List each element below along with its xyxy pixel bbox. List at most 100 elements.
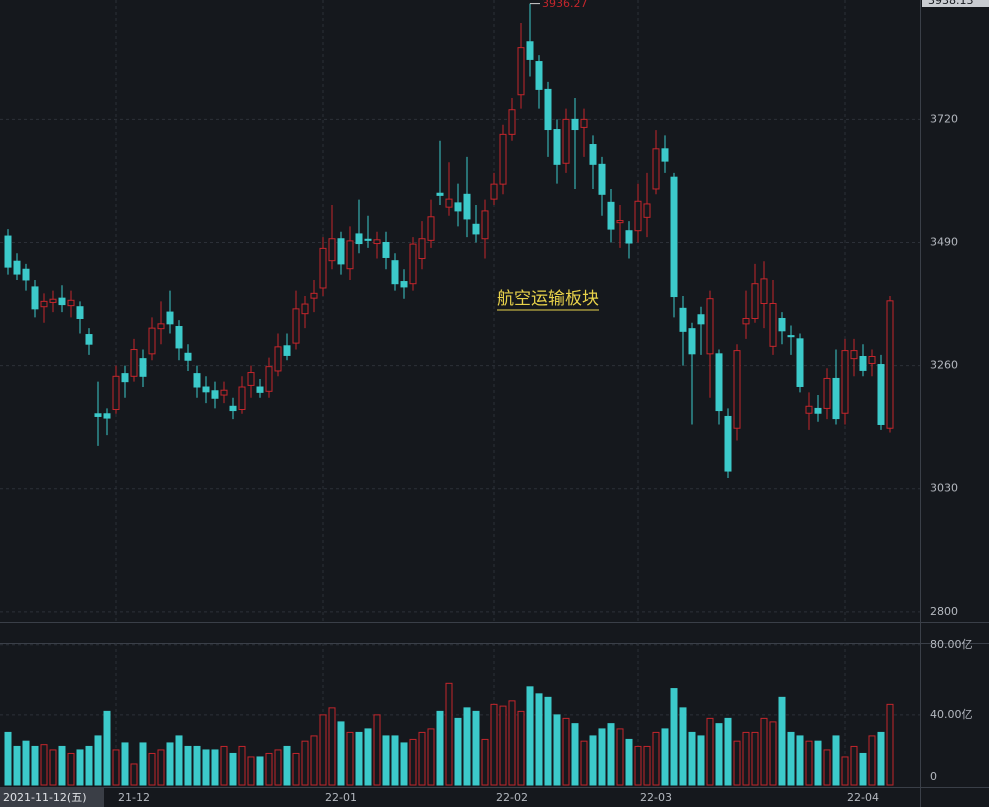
candle-body xyxy=(373,239,381,245)
candle-body xyxy=(571,118,579,131)
volume-bar xyxy=(841,756,849,786)
candle-body xyxy=(553,129,561,165)
candle-body xyxy=(337,238,345,265)
volume-bar xyxy=(607,723,615,786)
volume-bar xyxy=(436,710,444,786)
volume-bar xyxy=(193,745,201,786)
candle-body xyxy=(706,298,714,355)
candle-body xyxy=(517,47,525,96)
volume-bar xyxy=(652,731,660,786)
candle-body xyxy=(382,241,390,258)
candle-body xyxy=(283,345,291,356)
volume-bar xyxy=(166,742,174,786)
volume-bar xyxy=(499,705,507,786)
volume-bar xyxy=(724,717,732,786)
candle-body xyxy=(886,300,894,429)
y-tick-label: 3030 xyxy=(930,482,958,495)
volume-bar xyxy=(175,735,183,786)
candle-body xyxy=(454,202,462,212)
volume-bar xyxy=(13,745,21,786)
volume-bar xyxy=(544,696,552,786)
y-tick-label: 3260 xyxy=(930,359,958,372)
volume-bar xyxy=(292,752,300,786)
candle-body xyxy=(598,163,606,195)
candle-body xyxy=(625,230,633,244)
candle-body xyxy=(859,355,867,371)
volume-bar xyxy=(58,745,66,786)
x-tick-label: 22-03 xyxy=(640,791,672,804)
volume-bar xyxy=(706,717,714,786)
volume-bar xyxy=(202,749,210,786)
candle-body xyxy=(112,375,120,410)
volume-bar xyxy=(679,707,687,786)
volume-bar xyxy=(553,714,561,786)
volume-bar xyxy=(769,721,777,786)
volume-bar xyxy=(787,731,795,786)
volume-bar xyxy=(418,731,426,786)
volume-bar xyxy=(103,710,111,786)
candle-body xyxy=(409,243,417,285)
candle-body xyxy=(616,220,624,224)
volume-bar xyxy=(535,693,543,786)
candle-body xyxy=(85,334,93,345)
volume-bar xyxy=(130,763,138,786)
candle-body xyxy=(238,386,246,410)
candle-body xyxy=(877,364,885,425)
volume-bar xyxy=(247,756,255,786)
candle-body xyxy=(688,328,696,355)
volume-bar xyxy=(85,745,93,786)
candle-body xyxy=(184,352,192,361)
volume-bar xyxy=(832,735,840,786)
candle-body xyxy=(751,283,759,319)
volume-bar xyxy=(301,740,309,786)
volume-bar xyxy=(580,740,588,786)
volume-bar xyxy=(220,745,228,786)
candle-body xyxy=(787,335,795,338)
volume-bar xyxy=(517,710,525,786)
candle-body xyxy=(67,299,75,307)
y-tick-box xyxy=(922,0,989,7)
volume-bar xyxy=(112,749,120,786)
volume-bar xyxy=(850,745,858,786)
candle-body xyxy=(760,278,768,305)
volume-bar xyxy=(589,735,597,786)
volume-bar xyxy=(211,749,219,786)
candle-body xyxy=(49,298,57,303)
volume-bar xyxy=(634,745,642,786)
volume-bar xyxy=(256,756,264,786)
x-tick-label: 22-04 xyxy=(847,791,879,804)
volume-bar xyxy=(400,742,408,786)
candle-body xyxy=(643,203,651,218)
candle-body xyxy=(436,192,444,196)
candle-body xyxy=(58,297,66,306)
volume-bar xyxy=(364,728,372,786)
volume-bar xyxy=(760,717,768,786)
candle-body xyxy=(220,389,228,396)
candle-body xyxy=(4,235,12,268)
candle-body xyxy=(310,292,318,299)
volume-bar xyxy=(445,682,453,786)
volume-bar xyxy=(31,745,39,786)
candle-body xyxy=(364,238,372,241)
candle-body xyxy=(778,317,786,332)
candle-body xyxy=(481,210,489,240)
candle-body xyxy=(814,407,822,414)
volume-bar xyxy=(67,752,75,786)
candle-body xyxy=(130,349,138,377)
volume-bar xyxy=(877,731,885,786)
candle-body xyxy=(319,247,327,289)
volume-bar xyxy=(463,707,471,786)
candle-body xyxy=(535,61,543,90)
candle-body xyxy=(391,260,399,285)
volume-bar xyxy=(238,745,246,786)
candle-body xyxy=(157,323,165,330)
candle-body xyxy=(445,198,453,208)
volume-bar xyxy=(355,731,363,786)
candle-body xyxy=(715,353,723,412)
volume-bar xyxy=(868,735,876,786)
candle-body xyxy=(670,176,678,298)
candle-body xyxy=(274,346,282,372)
candle-body xyxy=(193,373,201,388)
